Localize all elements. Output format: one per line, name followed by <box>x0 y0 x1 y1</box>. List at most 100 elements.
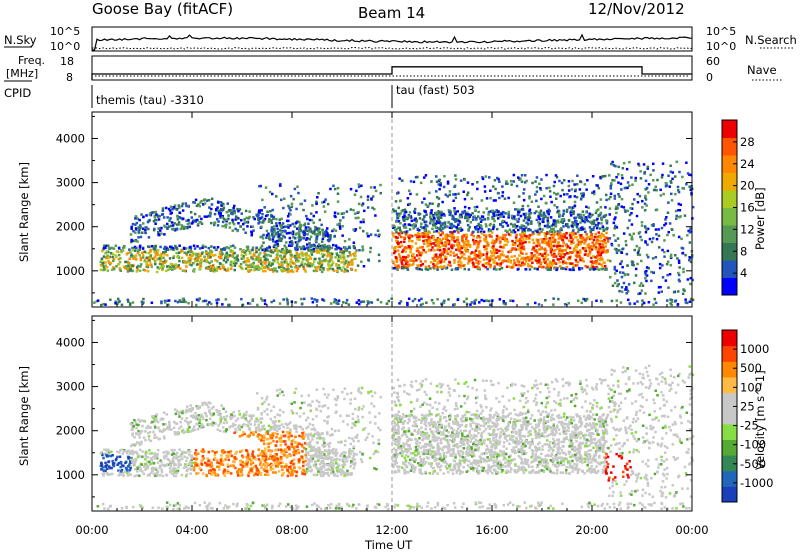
heatmap-cell <box>681 247 684 250</box>
heatmap-cell <box>538 253 541 256</box>
heatmap-cell <box>101 250 104 253</box>
heatmap-cell <box>641 239 644 242</box>
heatmap-cell <box>342 216 345 219</box>
heatmap-cell <box>193 245 196 248</box>
heatmap-cell <box>113 465 116 468</box>
heatmap-cell <box>623 282 626 285</box>
heatmap-cell <box>519 177 522 180</box>
heatmap-cell <box>179 212 182 215</box>
heatmap-cell <box>593 190 596 193</box>
heatmap-cell <box>558 210 561 213</box>
heatmap-cell <box>423 249 426 252</box>
heatmap-cell <box>602 261 605 264</box>
heatmap-cell <box>490 255 493 257</box>
heatmap-cell <box>347 255 350 258</box>
heatmap-cell <box>481 232 484 235</box>
heatmap-cell <box>269 255 272 258</box>
heatmap-cell <box>511 240 514 243</box>
heatmap-cell <box>617 173 620 176</box>
heatmap-cell <box>591 233 594 236</box>
heatmap-cell <box>199 201 202 204</box>
heatmap-cell <box>270 466 273 469</box>
heatmap-cell <box>448 211 451 214</box>
heatmap-cell <box>250 257 253 260</box>
heatmap-cell <box>469 303 472 306</box>
heatmap-cell <box>336 475 339 478</box>
heatmap-cell <box>392 235 395 238</box>
heatmap-cell <box>539 187 542 190</box>
heatmap-cell <box>636 263 639 266</box>
heatmap-cell <box>221 225 224 228</box>
heatmap-cell <box>675 210 678 213</box>
heatmap-cell <box>530 220 533 223</box>
heatmap-cell <box>362 230 365 233</box>
heatmap-cell <box>160 232 163 235</box>
heatmap-cell <box>352 209 355 212</box>
heatmap-cell <box>549 196 552 199</box>
heatmap-cell <box>493 265 496 268</box>
heatmap-cell <box>119 456 122 459</box>
heatmap-cell <box>245 210 248 213</box>
heatmap-cell <box>529 268 532 271</box>
heatmap-cell <box>338 264 341 267</box>
cpid-mode-1: tau (fast) 503 <box>396 83 475 97</box>
heatmap-cell <box>246 246 249 249</box>
heatmap-cell <box>605 228 608 231</box>
heatmap-cell <box>408 190 411 193</box>
heatmap-cell <box>485 175 488 178</box>
heatmap-cell <box>498 250 501 253</box>
heatmap-cell <box>263 206 266 209</box>
heatmap-cell <box>306 233 309 236</box>
heatmap-cell <box>139 224 142 227</box>
heatmap-cell <box>508 215 511 218</box>
heatmap-cell <box>274 267 277 270</box>
heatmap-cell <box>548 264 551 267</box>
heatmap-cell <box>536 257 539 260</box>
heatmap-cell <box>231 219 234 222</box>
heatmap-cell <box>598 231 601 234</box>
heatmap-cell <box>687 172 690 175</box>
heatmap-cell <box>170 465 173 468</box>
heatmap-cell <box>463 300 466 303</box>
heatmap-cell <box>147 245 150 248</box>
heatmap-cell <box>566 252 569 255</box>
heatmap-cell <box>674 254 677 257</box>
heatmap-cell <box>139 265 142 268</box>
heatmap-cell <box>315 236 318 239</box>
heatmap-cell <box>502 216 505 219</box>
heatmap-cell <box>396 269 399 272</box>
heatmap-cell <box>341 213 344 216</box>
heatmap-cell <box>632 261 635 264</box>
heatmap-cell <box>597 258 600 261</box>
heatmap-cell <box>429 202 432 205</box>
heatmap-cell <box>487 218 490 221</box>
heatmap-cell <box>288 244 291 247</box>
heatmap-cell <box>453 237 456 240</box>
heatmap-cell <box>643 302 646 305</box>
heatmap-cell <box>645 180 648 183</box>
heatmap-cell <box>623 162 626 165</box>
heatmap-cell <box>164 301 167 304</box>
heatmap-cell <box>522 205 525 208</box>
heatmap-cell <box>518 254 521 256</box>
heatmap-cell <box>395 200 398 203</box>
heatmap-cell <box>435 253 438 256</box>
heatmap-cell <box>176 208 179 211</box>
heatmap-cell <box>190 211 193 214</box>
heatmap-cell <box>678 236 681 239</box>
heatmap-cell <box>531 182 534 185</box>
heatmap-cell <box>421 268 424 271</box>
heatmap-cell <box>103 247 106 250</box>
heatmap-cell <box>467 244 470 247</box>
heatmap-cell <box>443 224 446 227</box>
heatmap-cell <box>452 252 455 255</box>
heatmap-cell <box>451 234 454 237</box>
heatmap-cell <box>406 304 409 307</box>
heatmap-cell <box>540 198 543 201</box>
heatmap-cell <box>342 254 345 257</box>
heatmap-cell <box>652 271 655 274</box>
heatmap-cell <box>523 213 526 216</box>
heatmap-cell <box>488 176 491 179</box>
heatmap-cell <box>450 245 453 248</box>
heatmap-cell <box>423 176 426 179</box>
